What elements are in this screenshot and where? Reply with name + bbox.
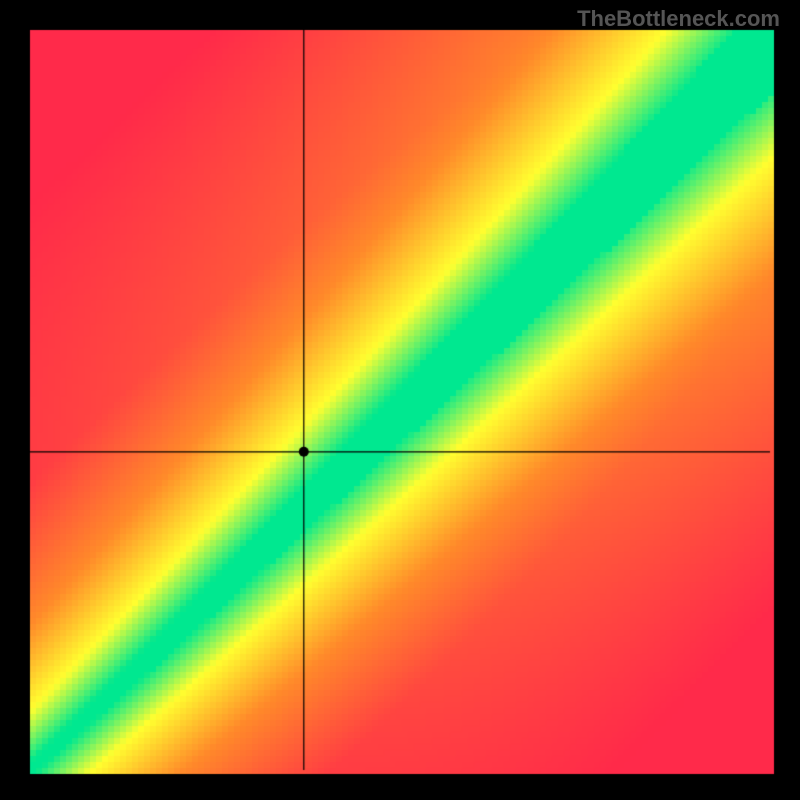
bottleneck-heatmap [0,0,800,800]
chart-container: TheBottleneck.com [0,0,800,800]
watermark-text: TheBottleneck.com [577,6,780,32]
